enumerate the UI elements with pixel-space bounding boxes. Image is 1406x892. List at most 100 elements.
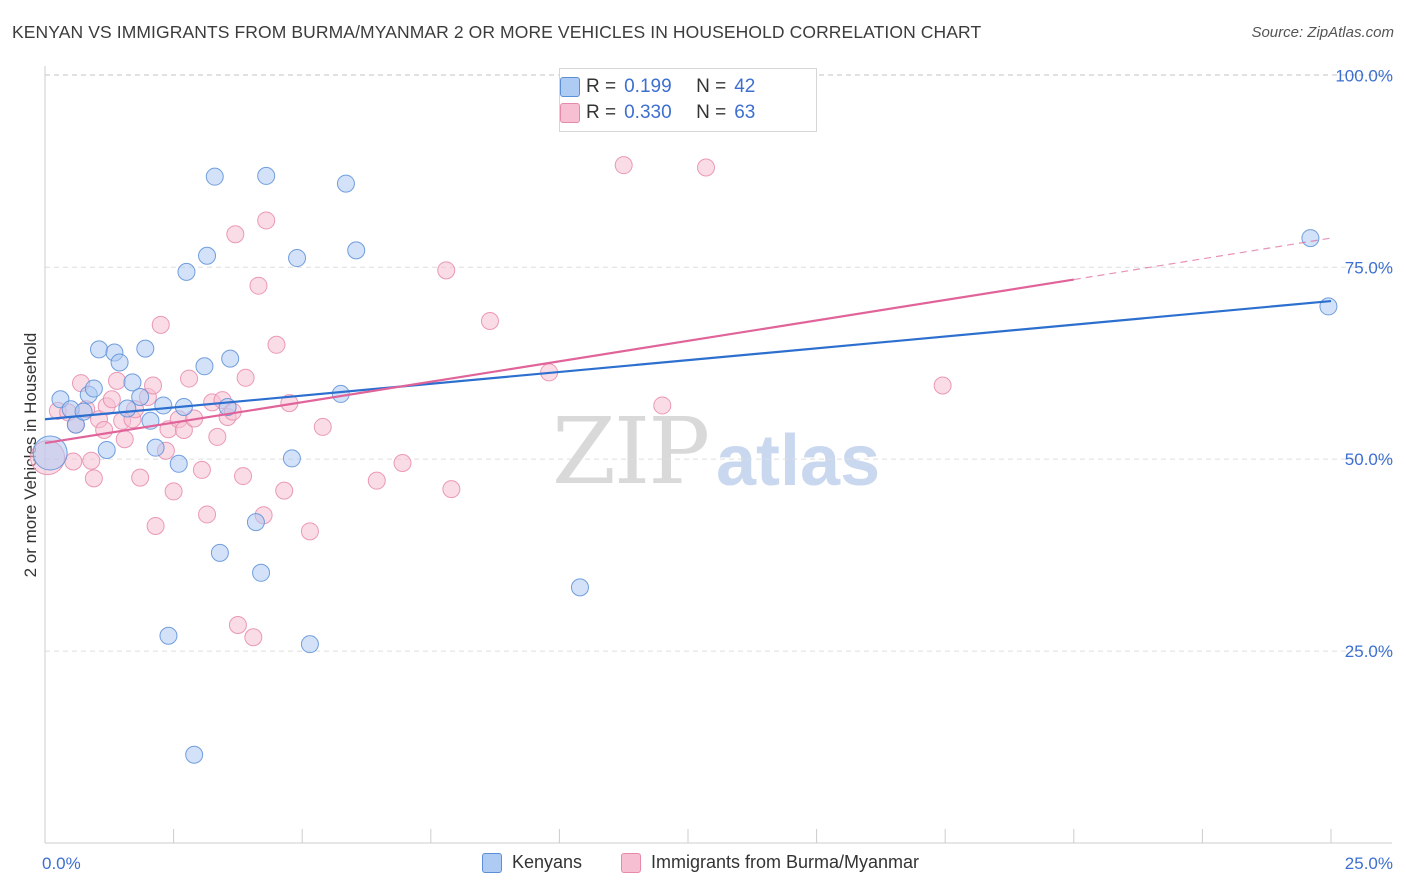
kenyans-point — [84, 379, 103, 398]
burma-point — [614, 156, 633, 175]
burma-trend-line — [44, 278, 1074, 445]
legend-row-burma: R = 0.330 N = 63 — [560, 101, 756, 125]
burma-trend-extension — [1073, 237, 1332, 281]
burma-point — [267, 335, 286, 354]
burma-point — [144, 376, 163, 395]
kenyans-point — [252, 563, 271, 582]
burma-point — [313, 417, 332, 436]
kenyans-point — [221, 349, 240, 368]
legend-n-value: 42 — [734, 76, 756, 97]
kenyans-point — [159, 626, 178, 645]
burma-point — [226, 225, 245, 244]
series-legend: Kenyans Immigrants from Burma/Myanmar — [0, 852, 1406, 878]
burma-swatch — [560, 103, 580, 123]
burma-point — [257, 211, 276, 230]
kenyans-point — [198, 246, 217, 265]
burma-point — [367, 471, 386, 490]
burma-point — [393, 454, 412, 473]
kenyans-point — [210, 543, 229, 562]
burma-swatch — [621, 852, 641, 873]
burma-point — [208, 427, 227, 446]
kenyans-point — [90, 340, 109, 359]
chart-title: KENYAN VS IMMIGRANTS FROM BURMA/MYANMAR … — [12, 22, 982, 42]
kenyans-point — [331, 384, 350, 403]
kenyans-point — [74, 402, 93, 421]
kenyans-point — [570, 578, 589, 597]
burma-point — [82, 451, 101, 470]
y-tick-label: 25.0% — [1345, 642, 1393, 661]
correlation-legend: R = 0.199 N = 42 R = 0.330 N = 63 — [559, 68, 817, 132]
burma-point — [244, 628, 263, 647]
y-tick-label: 100.0% — [1335, 66, 1393, 85]
burma-point — [275, 481, 294, 500]
y-tick-label: 75.0% — [1345, 258, 1393, 277]
kenyans-point — [282, 449, 301, 468]
legend-item-kenyans: Kenyans — [482, 852, 582, 873]
kenyans-point — [146, 438, 165, 457]
legend-n-value: 63 — [734, 102, 756, 123]
kenyans-point — [300, 635, 319, 654]
watermark-zip: ZIP — [552, 398, 710, 505]
burma-point — [180, 369, 199, 388]
burma-point — [442, 480, 461, 499]
burma-point — [300, 522, 319, 541]
legend-item-burma: Immigrants from Burma/Myanmar — [621, 852, 919, 873]
legend-r-label: R = — [586, 76, 617, 97]
kenyans-point — [136, 339, 155, 358]
x-tick-label: 25.0% — [1345, 854, 1393, 873]
kenyans-point — [246, 513, 265, 532]
burma-point — [95, 421, 114, 440]
burma-point — [249, 276, 268, 295]
burma-point — [933, 376, 952, 395]
kenyans-point — [131, 387, 150, 406]
burma-point — [228, 615, 247, 634]
source-label: Source: ZipAtlas.com — [1251, 24, 1394, 41]
burma-point — [236, 368, 255, 387]
x-tick-label: 0.0% — [42, 854, 81, 873]
kenyans-point — [257, 166, 276, 185]
kenyans-point — [32, 435, 68, 471]
burma-point — [146, 516, 165, 535]
burma-point — [131, 468, 150, 487]
burma-point — [164, 482, 183, 501]
legend-n-label: N = — [696, 102, 727, 123]
burma-point — [653, 396, 672, 415]
kenyans-point — [97, 440, 116, 459]
kenyans-point — [347, 241, 366, 260]
kenyans-point — [288, 249, 307, 268]
kenyans-point — [336, 174, 355, 193]
y-tick-label: 50.0% — [1345, 450, 1393, 469]
legend-r-label: R = — [586, 102, 617, 123]
kenyans-swatch — [560, 77, 580, 97]
watermark-atlas: atlas — [716, 421, 881, 501]
kenyans-point — [1301, 229, 1320, 248]
burma-point — [437, 261, 456, 280]
kenyans-point — [205, 167, 224, 186]
burma-point — [84, 469, 103, 488]
kenyans-point — [177, 262, 196, 281]
legend-row-kenyans: R = 0.199 N = 42 — [560, 75, 756, 99]
legend-r-value: 0.199 — [624, 76, 672, 97]
burma-point — [198, 505, 217, 524]
kenyans-point — [154, 396, 173, 415]
kenyans-point — [110, 353, 129, 372]
kenyans-point — [123, 373, 142, 392]
legend-label-burma: Immigrants from Burma/Myanmar — [651, 852, 920, 872]
burma-point — [102, 390, 121, 409]
burma-point — [697, 158, 716, 177]
kenyans-point — [185, 745, 204, 764]
kenyans-point — [195, 357, 214, 376]
burma-point — [192, 460, 211, 479]
burma-point — [108, 371, 127, 390]
legend-r-value: 0.330 — [624, 102, 672, 123]
legend-label-kenyans: Kenyans — [512, 852, 583, 872]
legend-n-label: N = — [696, 76, 727, 97]
burma-point — [480, 312, 499, 330]
kenyans-trend-line — [44, 299, 1332, 421]
kenyans-point — [169, 454, 188, 473]
burma-point — [234, 467, 253, 486]
burma-point — [115, 430, 134, 449]
kenyans-swatch — [482, 852, 502, 873]
burma-point — [151, 315, 170, 334]
